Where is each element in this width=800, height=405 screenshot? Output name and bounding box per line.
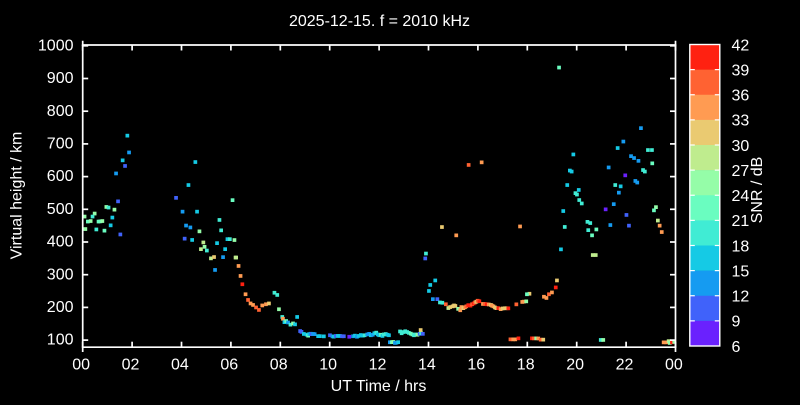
- svg-text:200: 200: [47, 299, 74, 316]
- svg-text:Virtual height / km: Virtual height / km: [9, 132, 26, 260]
- svg-text:39: 39: [732, 62, 750, 79]
- svg-text:12: 12: [732, 289, 750, 306]
- svg-text:18: 18: [732, 238, 750, 255]
- svg-text:15: 15: [732, 263, 750, 280]
- svg-text:14: 14: [418, 356, 436, 373]
- svg-text:2025-12-15. f = 2010 kHz: 2025-12-15. f = 2010 kHz: [289, 13, 470, 30]
- svg-text:SNR / dB: SNR / dB: [749, 157, 766, 224]
- svg-text:18: 18: [517, 356, 535, 373]
- svg-text:21: 21: [732, 213, 750, 230]
- svg-text:100: 100: [47, 332, 74, 349]
- svg-text:22: 22: [616, 356, 634, 373]
- svg-text:04: 04: [171, 356, 189, 373]
- svg-text:36: 36: [732, 88, 750, 105]
- svg-text:20: 20: [566, 356, 584, 373]
- svg-text:400: 400: [47, 234, 74, 251]
- svg-text:10: 10: [319, 356, 337, 373]
- svg-text:600: 600: [47, 168, 74, 185]
- svg-text:UT Time / hrs: UT Time / hrs: [331, 378, 427, 395]
- svg-text:900: 900: [47, 70, 74, 87]
- svg-text:30: 30: [732, 138, 750, 155]
- svg-text:6: 6: [732, 339, 741, 356]
- svg-text:27: 27: [732, 163, 750, 180]
- svg-text:42: 42: [732, 37, 750, 54]
- svg-text:500: 500: [47, 201, 74, 218]
- svg-text:24: 24: [732, 188, 750, 205]
- svg-text:16: 16: [467, 356, 485, 373]
- svg-text:08: 08: [270, 356, 288, 373]
- svg-text:800: 800: [47, 103, 74, 120]
- svg-text:06: 06: [220, 356, 238, 373]
- svg-text:300: 300: [47, 266, 74, 283]
- svg-text:9: 9: [732, 314, 741, 331]
- svg-text:33: 33: [732, 113, 750, 130]
- svg-text:12: 12: [369, 356, 387, 373]
- svg-text:02: 02: [122, 356, 140, 373]
- svg-text:1000: 1000: [38, 37, 74, 54]
- svg-text:00: 00: [665, 356, 683, 373]
- svg-text:00: 00: [72, 356, 90, 373]
- svg-text:700: 700: [47, 136, 74, 153]
